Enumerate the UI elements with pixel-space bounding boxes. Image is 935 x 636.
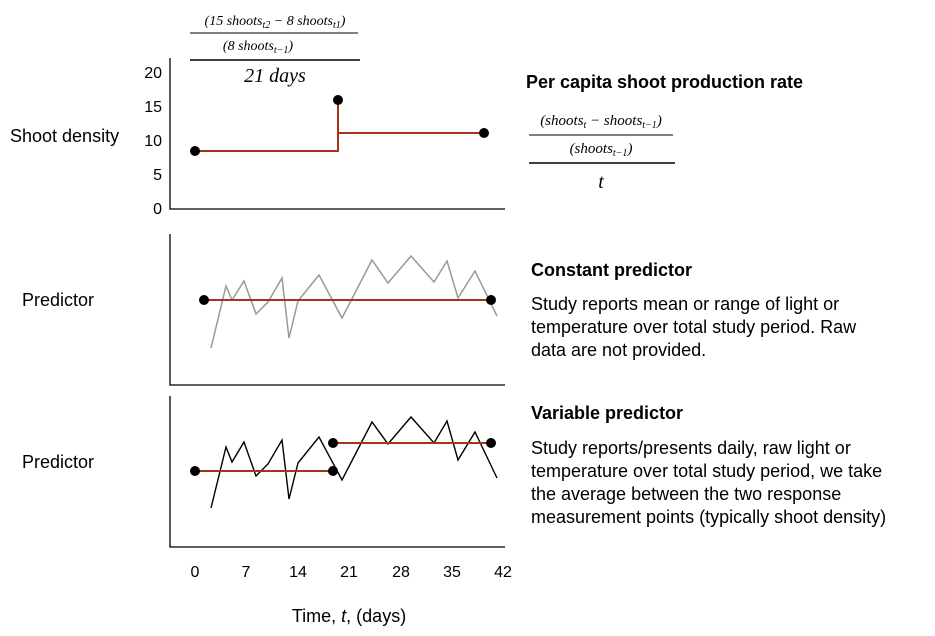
- top-axes: [169, 58, 505, 210]
- bottom-panel: Predictor: [22, 396, 505, 548]
- y-tick-15: 15: [144, 99, 162, 116]
- light-temperature-series-grey: [210, 254, 498, 349]
- middle-y-axis-label: Predictor: [22, 290, 94, 310]
- constant-mean-start-point: [199, 295, 209, 305]
- variable-point-4: [486, 438, 496, 448]
- variable-point-3: [328, 438, 338, 448]
- top-formula-denominator: (8 shootst−1): [223, 39, 293, 56]
- x-tick-14: 14: [289, 564, 307, 581]
- rate-formula-numerator: (shootst − shootst−1): [540, 113, 662, 131]
- variable-point-2: [328, 466, 338, 476]
- constant-predictor-title: Constant predictor: [531, 260, 692, 280]
- middle-panel: Predictor: [22, 234, 505, 386]
- variable-predictor-desc-line-1: Study reports/presents daily, raw light …: [531, 438, 851, 458]
- x-tick-42: 42: [494, 564, 512, 581]
- y-tick-0: 0: [153, 201, 162, 218]
- shoot-density-point-3: [479, 128, 489, 138]
- shoot-density-point-2: [333, 95, 343, 105]
- variable-predictor-title: Variable predictor: [531, 403, 683, 423]
- x-tick-21: 21: [340, 564, 358, 581]
- constant-predictor-desc-line-1: Study reports mean or range of light or: [531, 294, 839, 314]
- constant-mean-end-point: [486, 295, 496, 305]
- x-axis-ticks: 0 7 14 21 28 35 42: [191, 564, 512, 581]
- top-y-axis-label: Shoot density: [10, 126, 119, 146]
- top-y-ticks: 20 15 10 5 0: [144, 65, 162, 218]
- top-panel: (15 shootst2 − 8 shootst1) (8 shootst−1)…: [10, 14, 505, 218]
- x-tick-35: 35: [443, 564, 461, 581]
- x-tick-28: 28: [392, 564, 410, 581]
- x-tick-7: 7: [242, 564, 251, 581]
- variable-predictor-desc-line-4: measurement points (typically shoot dens…: [531, 507, 886, 527]
- variable-predictor-desc-line-3: the average between the two response: [531, 484, 841, 504]
- rate-formula-denominator: (shootst−1): [570, 141, 633, 159]
- bottom-axes: [169, 396, 505, 548]
- variable-predictor-desc-line-2: temperature over total study period, we …: [531, 461, 882, 481]
- x-tick-0: 0: [191, 564, 200, 581]
- variable-predictor-section: Variable predictor Study reports/present…: [531, 403, 886, 527]
- y-tick-5: 5: [153, 167, 162, 184]
- constant-predictor-desc-line-3: data are not provided.: [531, 340, 706, 360]
- shoot-density-point-1: [190, 146, 200, 156]
- rate-section: Per capita shoot production rate (shoots…: [526, 72, 803, 193]
- middle-axes: [169, 234, 505, 386]
- x-axis-label: Time, t, (days): [292, 606, 406, 626]
- shoot-density-step-line: [195, 100, 484, 152]
- bottom-y-axis-label: Predictor: [22, 452, 94, 472]
- constant-predictor-section: Constant predictor Study reports mean or…: [531, 260, 857, 360]
- constant-predictor-desc-line-2: temperature over total study period. Raw: [531, 317, 857, 337]
- rate-title: Per capita shoot production rate: [526, 72, 803, 92]
- y-tick-20: 20: [144, 65, 162, 82]
- rate-formula-outer-denominator: t: [598, 171, 604, 193]
- top-formula-numerator: (15 shootst2 − 8 shootst1): [205, 14, 346, 31]
- light-temperature-series-black: [210, 415, 498, 509]
- y-tick-10: 10: [144, 133, 162, 150]
- variable-point-1: [190, 466, 200, 476]
- top-formula-outer-denominator: 21 days: [244, 65, 306, 87]
